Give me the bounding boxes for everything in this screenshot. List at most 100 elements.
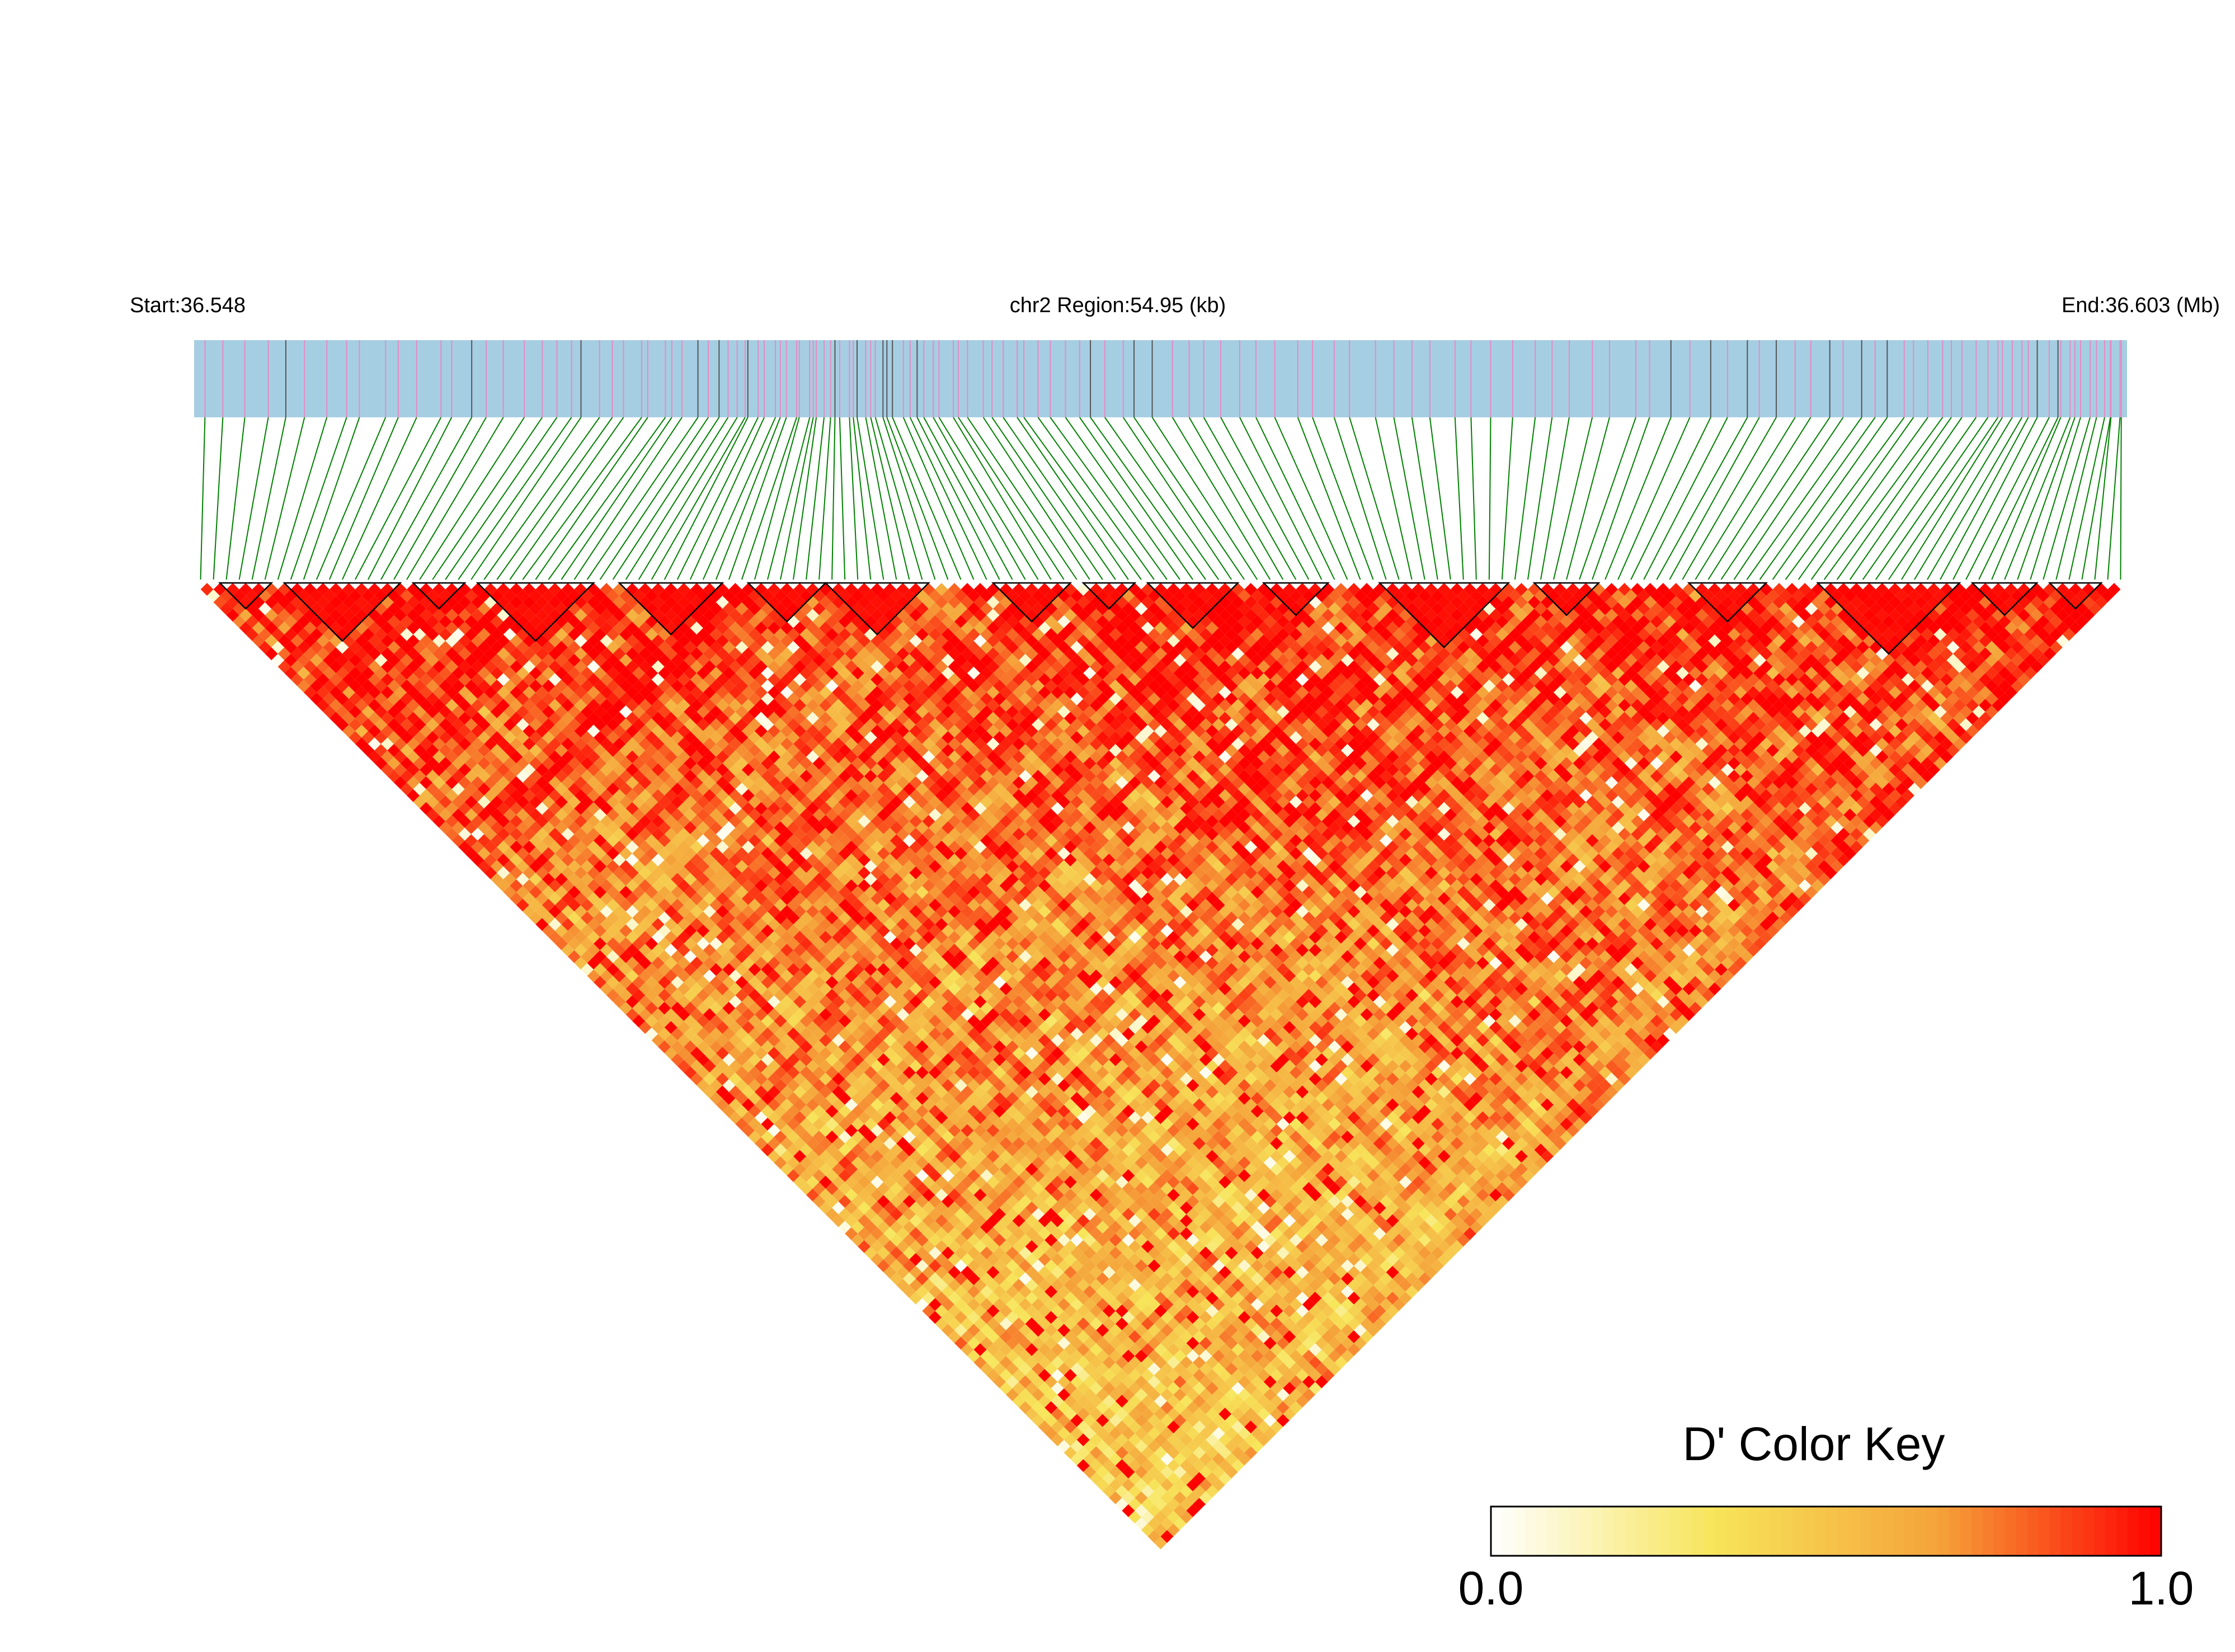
ld-cell (961, 1253, 974, 1266)
ld-cell (490, 769, 504, 783)
ld-cell (1141, 1408, 1154, 1421)
ld-cell (439, 718, 452, 731)
snp-connector (870, 417, 910, 580)
ld-cell (954, 1182, 967, 1196)
ld-cell (793, 1098, 807, 1112)
ld-cell (355, 673, 368, 686)
ld-cell (600, 969, 613, 983)
ld-cell (542, 743, 555, 757)
snp-connector (1965, 417, 2050, 580)
ld-cell (542, 783, 555, 796)
ld-cell (336, 641, 349, 654)
ld-cell (722, 1053, 736, 1066)
ld-cell (651, 995, 665, 1009)
ld-cell (1038, 1330, 1051, 1343)
ld-cell (1057, 1259, 1071, 1273)
ld-cell (877, 1182, 890, 1196)
snp-connector (1566, 417, 1610, 580)
ld-cell (697, 886, 710, 899)
ld-cell (303, 647, 317, 661)
ld-cell (877, 1208, 890, 1221)
ld-cell (316, 634, 330, 648)
ld-cell (336, 653, 349, 667)
ld-cell (722, 989, 736, 1002)
ld-cell (961, 1214, 974, 1227)
ld-cell (1096, 1388, 1109, 1401)
ld-cell (625, 969, 639, 983)
ld-cell (1012, 1330, 1025, 1343)
ld-cell (567, 808, 581, 822)
ld-cell (439, 783, 452, 796)
ld-cell (516, 783, 529, 796)
ld-cell (361, 628, 375, 641)
ld-cell (600, 982, 613, 996)
snp-connector (741, 417, 797, 580)
ld-cell (902, 1169, 916, 1183)
ld-cell (548, 737, 562, 751)
snp-connector (638, 417, 738, 580)
ld-cell (697, 1040, 710, 1053)
ld-cell (735, 937, 749, 950)
ld-cell (1025, 1317, 1038, 1330)
ld-cell (432, 699, 446, 712)
ld-cell (1070, 1298, 1084, 1311)
ld-cell (497, 712, 510, 725)
ld-cell (780, 1124, 794, 1137)
snp-connector (1940, 417, 2029, 580)
ld-cell (535, 879, 549, 892)
ld-cell (542, 796, 555, 809)
ld-cell (503, 873, 516, 886)
ld-cell (1109, 1336, 1122, 1350)
snp-connector (651, 417, 746, 580)
snp-connector (818, 417, 831, 580)
ld-cell (349, 628, 362, 641)
ld-cell (432, 815, 446, 828)
ld-cell (439, 821, 452, 835)
ld-cell (613, 943, 626, 957)
ld-cell (819, 1072, 832, 1086)
ld-cell (400, 641, 413, 654)
ld-cell (690, 1060, 703, 1073)
snp-connector (1656, 417, 1748, 580)
ld-cell (684, 924, 697, 938)
ld-cell (277, 647, 291, 661)
ld-cell (413, 692, 426, 705)
ld-cell (387, 602, 401, 615)
ld-cell (458, 699, 472, 712)
ld-cell (554, 796, 568, 809)
ld-cell (490, 834, 504, 848)
ld-cell (890, 1208, 903, 1221)
snp-connector (1901, 417, 2003, 580)
ld-cell (529, 847, 542, 860)
ld-cell (973, 1265, 987, 1279)
ld-cell (864, 1234, 877, 1247)
snp-connector (303, 417, 360, 580)
ld-cell (1160, 1517, 1174, 1530)
ld-cell (510, 724, 523, 738)
ld-cell (1160, 1491, 1174, 1504)
ld-cell (761, 989, 774, 1002)
ld-cell (1186, 1478, 1199, 1491)
ld-cell (567, 756, 581, 770)
snp-connector (2081, 417, 2111, 580)
ld-cell (1038, 1395, 1051, 1408)
ld-cell (207, 589, 220, 603)
ld-cell (961, 1278, 974, 1292)
snp-connector (1393, 417, 1425, 580)
ld-cell (497, 853, 510, 867)
ld-cell (877, 1234, 890, 1247)
snp-connector (1952, 417, 2038, 580)
ld-cell (439, 692, 452, 705)
ld-cell (1109, 1349, 1122, 1363)
ld-cell (542, 924, 555, 938)
ld-cell (510, 737, 523, 751)
ld-cell (1051, 1408, 1064, 1421)
ld-cell (284, 653, 298, 667)
ld-cell (1160, 1414, 1174, 1427)
ld-cell (407, 699, 420, 712)
ld-cell (999, 1278, 1013, 1292)
ld-cell (928, 1285, 942, 1298)
ld-cell (516, 808, 529, 822)
ld-cell (973, 1291, 987, 1305)
ld-cell (1186, 1427, 1199, 1440)
